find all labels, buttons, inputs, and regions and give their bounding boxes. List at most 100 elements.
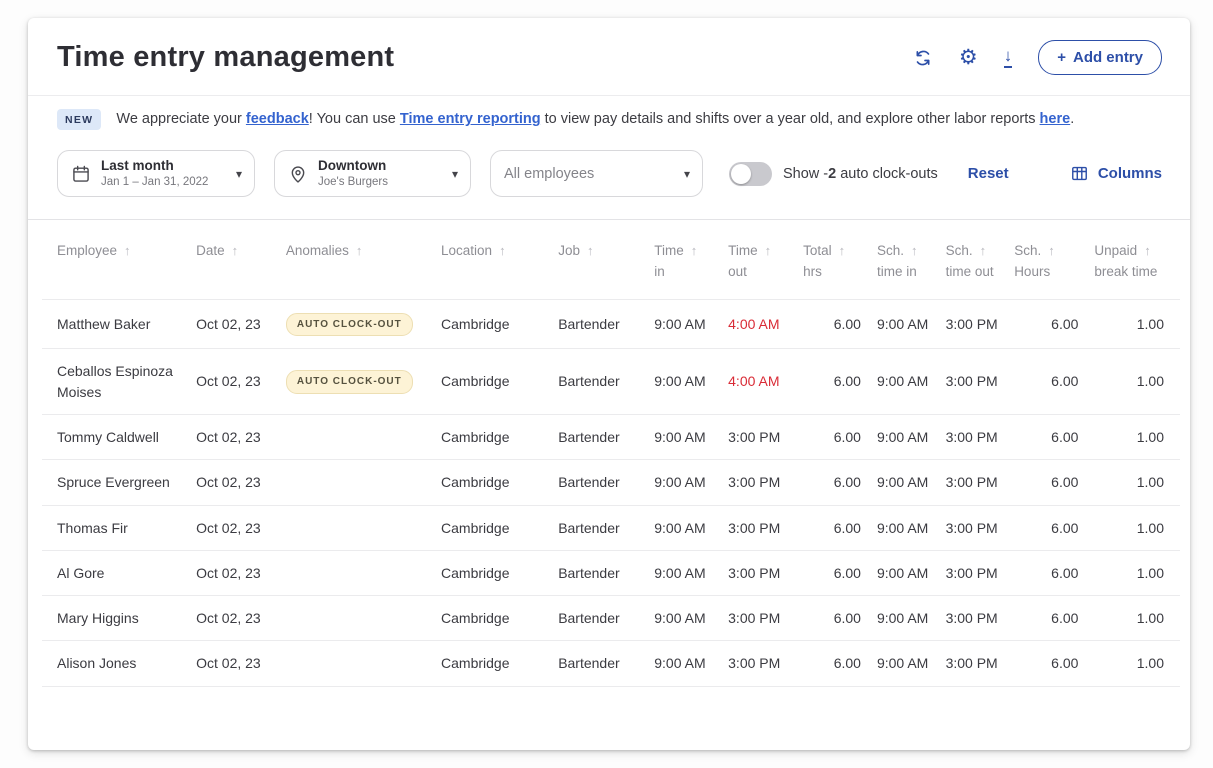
cell-job: Bartender	[558, 640, 655, 687]
column-header-total_hrs[interactable]: Total ↑ hrs	[803, 220, 877, 300]
cell-employee: Spruce Evergreen	[42, 459, 197, 506]
add-entry-button[interactable]: + Add entry	[1038, 40, 1162, 75]
cell-date: Oct 02, 23	[196, 414, 286, 461]
time-entry-reporting-link[interactable]: Time entry reporting	[399, 111, 541, 128]
table-wrap: Employee ↑ Date ↑ Anomalies ↑ Location ↑ Job ↑ Tim…	[28, 220, 1190, 687]
sort-arrow-icon: ↑	[979, 243, 987, 258]
cell-location: Cambridge	[441, 505, 559, 551]
date-range-value: Jan 1 – Jan 31, 2022	[101, 175, 209, 188]
cell-time_in: 9:00 AM	[654, 505, 729, 551]
header-row: Employee ↑ Date ↑ Anomalies ↑ Location ↑ Job ↑ Tim…	[42, 220, 1180, 300]
auto-clock-out-badge: AUTO CLOCK-OUT	[285, 312, 413, 337]
column-header-anomalies[interactable]: Anomalies ↑	[285, 220, 442, 300]
table-row[interactable]: Mary Higgins Oct 02, 23 Cambridge Bartender…	[42, 595, 1180, 642]
cell-total_hrs: 6.00	[803, 348, 877, 415]
gear-icon: ⚙	[958, 46, 978, 69]
cell-unpaid_break: 1.00	[1094, 640, 1180, 687]
cell-time_in: 9:00 AM	[654, 595, 729, 642]
cell-employee: Thomas Fir	[42, 505, 197, 551]
column-label: Job	[558, 243, 580, 258]
export-button[interactable]: ↓	[1003, 47, 1013, 68]
toggle-knob	[731, 163, 751, 184]
cell-time_out: 4:00 AM	[728, 348, 804, 415]
columns-grid-icon	[1070, 164, 1089, 183]
cell-location: Cambridge	[441, 595, 559, 642]
sort-arrow-icon: ↑	[124, 243, 131, 258]
cell-employee: Alison Jones	[42, 640, 197, 687]
column-label: Time	[654, 243, 684, 258]
column-header-employee[interactable]: Employee ↑	[42, 220, 197, 300]
cell-location: Cambridge	[441, 414, 559, 461]
cell-employee: Ceballos Espinoza Moises	[42, 348, 197, 415]
sort-arrow-icon: ↑	[690, 243, 698, 258]
column-label-wrap: in	[654, 263, 665, 279]
time-entries-table: Employee ↑ Date ↑ Anomalies ↑ Location ↑ Job ↑ Tim…	[42, 220, 1180, 687]
cell-job: Bartender	[558, 595, 655, 642]
cell-sch_time_out: 3:00 PM	[945, 299, 1015, 350]
column-header-location[interactable]: Location ↑	[441, 220, 559, 300]
cell-unpaid_break: 1.00	[1094, 299, 1180, 350]
column-header-date[interactable]: Date ↑	[196, 220, 286, 300]
location-picker[interactable]: Downtown Joe's Burgers ▾	[274, 150, 471, 197]
time-entry-management-page: Time entry management ⚙ ↓ +	[28, 18, 1190, 750]
cell-location: Cambridge	[441, 550, 559, 597]
feedback-link[interactable]: feedback	[245, 111, 309, 128]
cell-time_out: 4:00 AM	[728, 299, 804, 350]
column-label: Date	[196, 243, 225, 258]
cell-employee: Mary Higgins	[42, 595, 197, 642]
cell-date: Oct 02, 23	[196, 640, 286, 687]
column-label: Location	[441, 243, 493, 258]
cell-job: Bartender	[558, 299, 655, 350]
sort-arrow-icon: ↑	[231, 243, 239, 258]
table-top-divider	[28, 219, 1190, 220]
column-header-time_out[interactable]: Time ↑ out	[728, 220, 804, 300]
cell-date: Oct 02, 23	[196, 348, 286, 415]
sort-arrow-icon: ↑	[1144, 243, 1151, 258]
table-row[interactable]: Al Gore Oct 02, 23 Cambridge Bartender 9:00 …	[42, 550, 1180, 597]
chevron-down-icon: ▾	[451, 166, 458, 181]
cell-unpaid_break: 1.00	[1094, 414, 1180, 461]
column-label: Time	[728, 243, 758, 258]
header-divider	[28, 95, 1190, 96]
column-label-wrap: out	[728, 263, 747, 279]
here-link[interactable]: here	[1039, 111, 1071, 128]
cell-unpaid_break: 1.00	[1094, 505, 1180, 551]
column-label: Employee	[57, 243, 118, 258]
date-range-picker[interactable]: Last month Jan 1 – Jan 31, 2022 ▾	[57, 150, 255, 197]
refresh-button[interactable]	[913, 48, 933, 68]
cell-anomalies	[285, 640, 442, 687]
settings-button[interactable]: ⚙	[959, 47, 978, 68]
columns-button[interactable]: Columns	[1070, 164, 1162, 183]
cell-sch_time_in: 9:00 AM	[876, 299, 946, 350]
column-header-job[interactable]: Job ↑	[558, 220, 655, 300]
table-row[interactable]: Ceballos Espinoza Moises Oct 02, 23 AUTO C…	[42, 348, 1180, 415]
cell-sch_hours: 6.00	[1014, 640, 1095, 687]
employees-select[interactable]: All employees ▾	[490, 150, 703, 197]
cell-time_out: 3:00 PM	[728, 550, 804, 597]
table-row[interactable]: Matthew Baker Oct 02, 23 AUTO CLOCK-OUT Cam…	[42, 299, 1180, 350]
column-header-sch_time_out[interactable]: Sch. ↑ time out	[945, 220, 1015, 300]
auto-clockouts-toggle[interactable]	[729, 161, 772, 186]
column-header-sch_hours[interactable]: Sch. ↑ Hours	[1014, 220, 1095, 300]
cell-date: Oct 02, 23	[196, 299, 286, 350]
add-entry-label: Add entry	[1072, 49, 1143, 66]
cell-location: Cambridge	[441, 299, 559, 350]
sort-arrow-icon: ↑	[910, 243, 918, 258]
column-label-wrap: Hours	[1014, 263, 1051, 279]
calendar-icon	[71, 164, 91, 184]
column-header-sch_time_in[interactable]: Sch. ↑ time in	[876, 220, 946, 300]
column-label: Total	[803, 243, 832, 258]
cell-total_hrs: 6.00	[803, 459, 877, 506]
cell-time_in: 9:00 AM	[654, 459, 729, 506]
cell-location: Cambridge	[441, 348, 559, 415]
reset-filters-button[interactable]: Reset	[967, 165, 1009, 182]
table-row[interactable]: Tommy Caldwell Oct 02, 23 Cambridge Bartend…	[42, 414, 1180, 461]
column-header-time_in[interactable]: Time ↑ in	[654, 220, 729, 300]
column-header-unpaid_break[interactable]: Unpaid ↑ break time	[1094, 220, 1180, 300]
cell-total_hrs: 6.00	[803, 414, 877, 461]
cell-sch_hours: 6.00	[1014, 299, 1095, 350]
table-row[interactable]: Alison Jones Oct 02, 23 Cambridge Bartender…	[42, 640, 1180, 687]
table-row[interactable]: Spruce Evergreen Oct 02, 23 Cambridge Barte…	[42, 459, 1180, 506]
table-row[interactable]: Thomas Fir Oct 02, 23 Cambridge Bartender 9:…	[42, 505, 1180, 551]
cell-anomalies: AUTO CLOCK-OUT	[285, 348, 442, 415]
